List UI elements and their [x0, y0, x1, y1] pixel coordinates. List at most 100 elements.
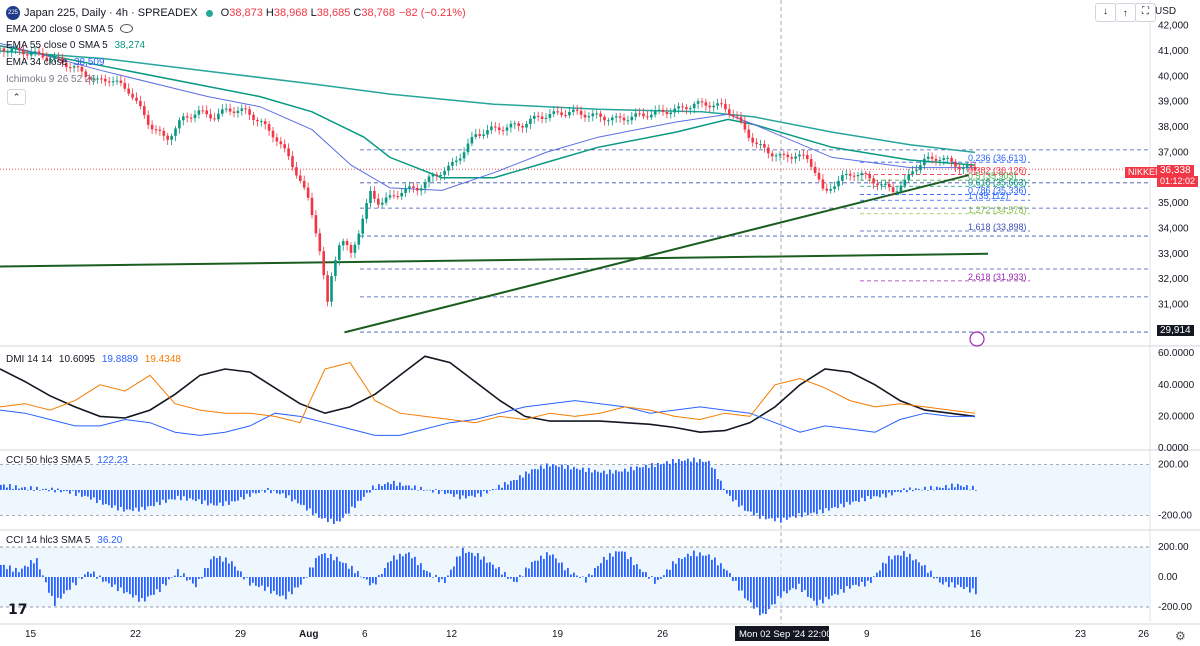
- cci-bar: [24, 487, 26, 490]
- cci-bar: [735, 490, 737, 500]
- cci-bar: [540, 555, 542, 577]
- cci-bar: [207, 567, 209, 577]
- candle-body: [692, 103, 696, 109]
- scroll-down-button[interactable]: ↓: [1095, 3, 1116, 22]
- cci-bar: [348, 490, 350, 514]
- cci14-legend[interactable]: CCI 14 hlc3 SMA 5 36.20: [6, 535, 122, 546]
- candle-body: [895, 191, 899, 193]
- cci-bar: [324, 553, 326, 577]
- cci-bar: [888, 555, 890, 577]
- gear-icon[interactable]: ⚙: [1175, 629, 1186, 643]
- cci-bar: [663, 575, 665, 577]
- cci-bar: [939, 577, 941, 583]
- cci-bar: [600, 563, 602, 577]
- cci-bar: [288, 577, 290, 592]
- candle-body: [884, 183, 887, 185]
- cci-bar: [267, 488, 269, 490]
- candle-body: [622, 117, 626, 121]
- collapse-legend-button[interactable]: ⌃: [7, 89, 26, 105]
- cci-bar: [870, 577, 872, 583]
- cci-bar: [657, 462, 659, 490]
- cci-bar: [762, 577, 764, 614]
- cci-bar: [204, 568, 206, 577]
- cci-bar: [411, 488, 413, 490]
- cci-bar: [651, 576, 653, 577]
- indicator-ema34[interactable]: EMA 34 close 38,509: [6, 57, 105, 68]
- cci-bar: [168, 577, 170, 580]
- cci-bar: [369, 577, 371, 586]
- price-axis-tick: 34,000: [1158, 223, 1189, 234]
- cci-bar: [45, 577, 47, 583]
- candle-body: [544, 117, 548, 119]
- cci-bar: [282, 577, 284, 596]
- ohlc-value: 38,685: [316, 7, 354, 19]
- ohlc-value: 38,768: [361, 7, 395, 19]
- candle-body: [778, 153, 782, 156]
- cci-bar: [603, 556, 605, 577]
- candle-body: [813, 166, 817, 173]
- cci-bar: [816, 577, 818, 606]
- candle-body: [786, 154, 790, 158]
- cci-bar: [822, 577, 824, 604]
- cci-bar: [606, 559, 608, 577]
- cci-bar: [744, 490, 746, 511]
- indicator-ema55[interactable]: EMA 55 close 0 SMA 5 38,274: [6, 40, 145, 51]
- cci-bar: [39, 490, 41, 491]
- cci-bar: [477, 490, 479, 494]
- cci-bar: [870, 490, 872, 499]
- fullscreen-icon[interactable]: ⛶: [1135, 3, 1156, 22]
- cci-bar: [291, 577, 293, 595]
- candle-body: [911, 171, 914, 175]
- cci-bar: [903, 551, 905, 577]
- cci-bar: [468, 490, 470, 497]
- cci-bar: [975, 577, 977, 595]
- indicator-label: EMA 55 close 0 SMA 5: [6, 40, 108, 51]
- cci-bar: [765, 577, 767, 615]
- candle-body: [653, 110, 657, 115]
- cci-bar: [309, 490, 311, 509]
- cci-bar: [75, 577, 77, 586]
- candle-body: [236, 110, 240, 114]
- candle-body: [287, 148, 290, 157]
- cci-bar: [303, 577, 305, 579]
- indicator-ichimoku[interactable]: Ichimoku 9 26 52 26: [6, 74, 96, 85]
- hidden-eye-icon[interactable]: [120, 24, 134, 33]
- candle-body: [536, 115, 540, 117]
- currency-selector[interactable]: USD: [1155, 6, 1177, 17]
- cci-bar: [126, 490, 128, 510]
- cci-bar: [537, 469, 539, 490]
- cci-bar: [87, 490, 89, 497]
- candle-body: [318, 233, 322, 252]
- indicator-ema200[interactable]: EMA 200 close 0 SMA 5: [6, 23, 134, 35]
- dmi-legend[interactable]: DMI 14 14 10.6095 19.8889 19.4348: [6, 354, 181, 365]
- scroll-up-button[interactable]: ↓: [1115, 3, 1136, 22]
- cci-bar: [96, 490, 98, 504]
- candle-body: [969, 165, 973, 167]
- candle-body: [486, 130, 489, 135]
- chart-title[interactable]: Japan 225, Daily · 4h · SPREADEX: [24, 7, 198, 19]
- candle-body: [131, 93, 134, 98]
- cci-bar: [618, 551, 620, 577]
- indicator-value: 38,274: [114, 40, 146, 51]
- cci-bar: [54, 577, 56, 606]
- cci50-legend[interactable]: CCI 50 hlc3 SMA 5 122.23: [6, 455, 128, 466]
- candle-body: [92, 78, 95, 80]
- cci-bar: [3, 564, 5, 577]
- cci-bar: [483, 490, 485, 492]
- cci-bar: [792, 490, 794, 517]
- cci-bar: [30, 560, 32, 577]
- candle-body: [650, 114, 653, 118]
- cci-bar: [792, 577, 794, 589]
- cci-bar: [135, 577, 137, 596]
- candle-body: [185, 116, 189, 118]
- cci-bar: [603, 470, 605, 490]
- candle-body: [790, 157, 793, 159]
- cci-bar: [420, 563, 422, 577]
- cci-bar: [366, 577, 368, 580]
- candle-body: [404, 188, 407, 194]
- cci-bar: [588, 467, 590, 490]
- cci-bar: [279, 490, 281, 495]
- candle-body: [860, 173, 864, 176]
- candle-body: [763, 144, 766, 148]
- cci-bar: [444, 490, 446, 495]
